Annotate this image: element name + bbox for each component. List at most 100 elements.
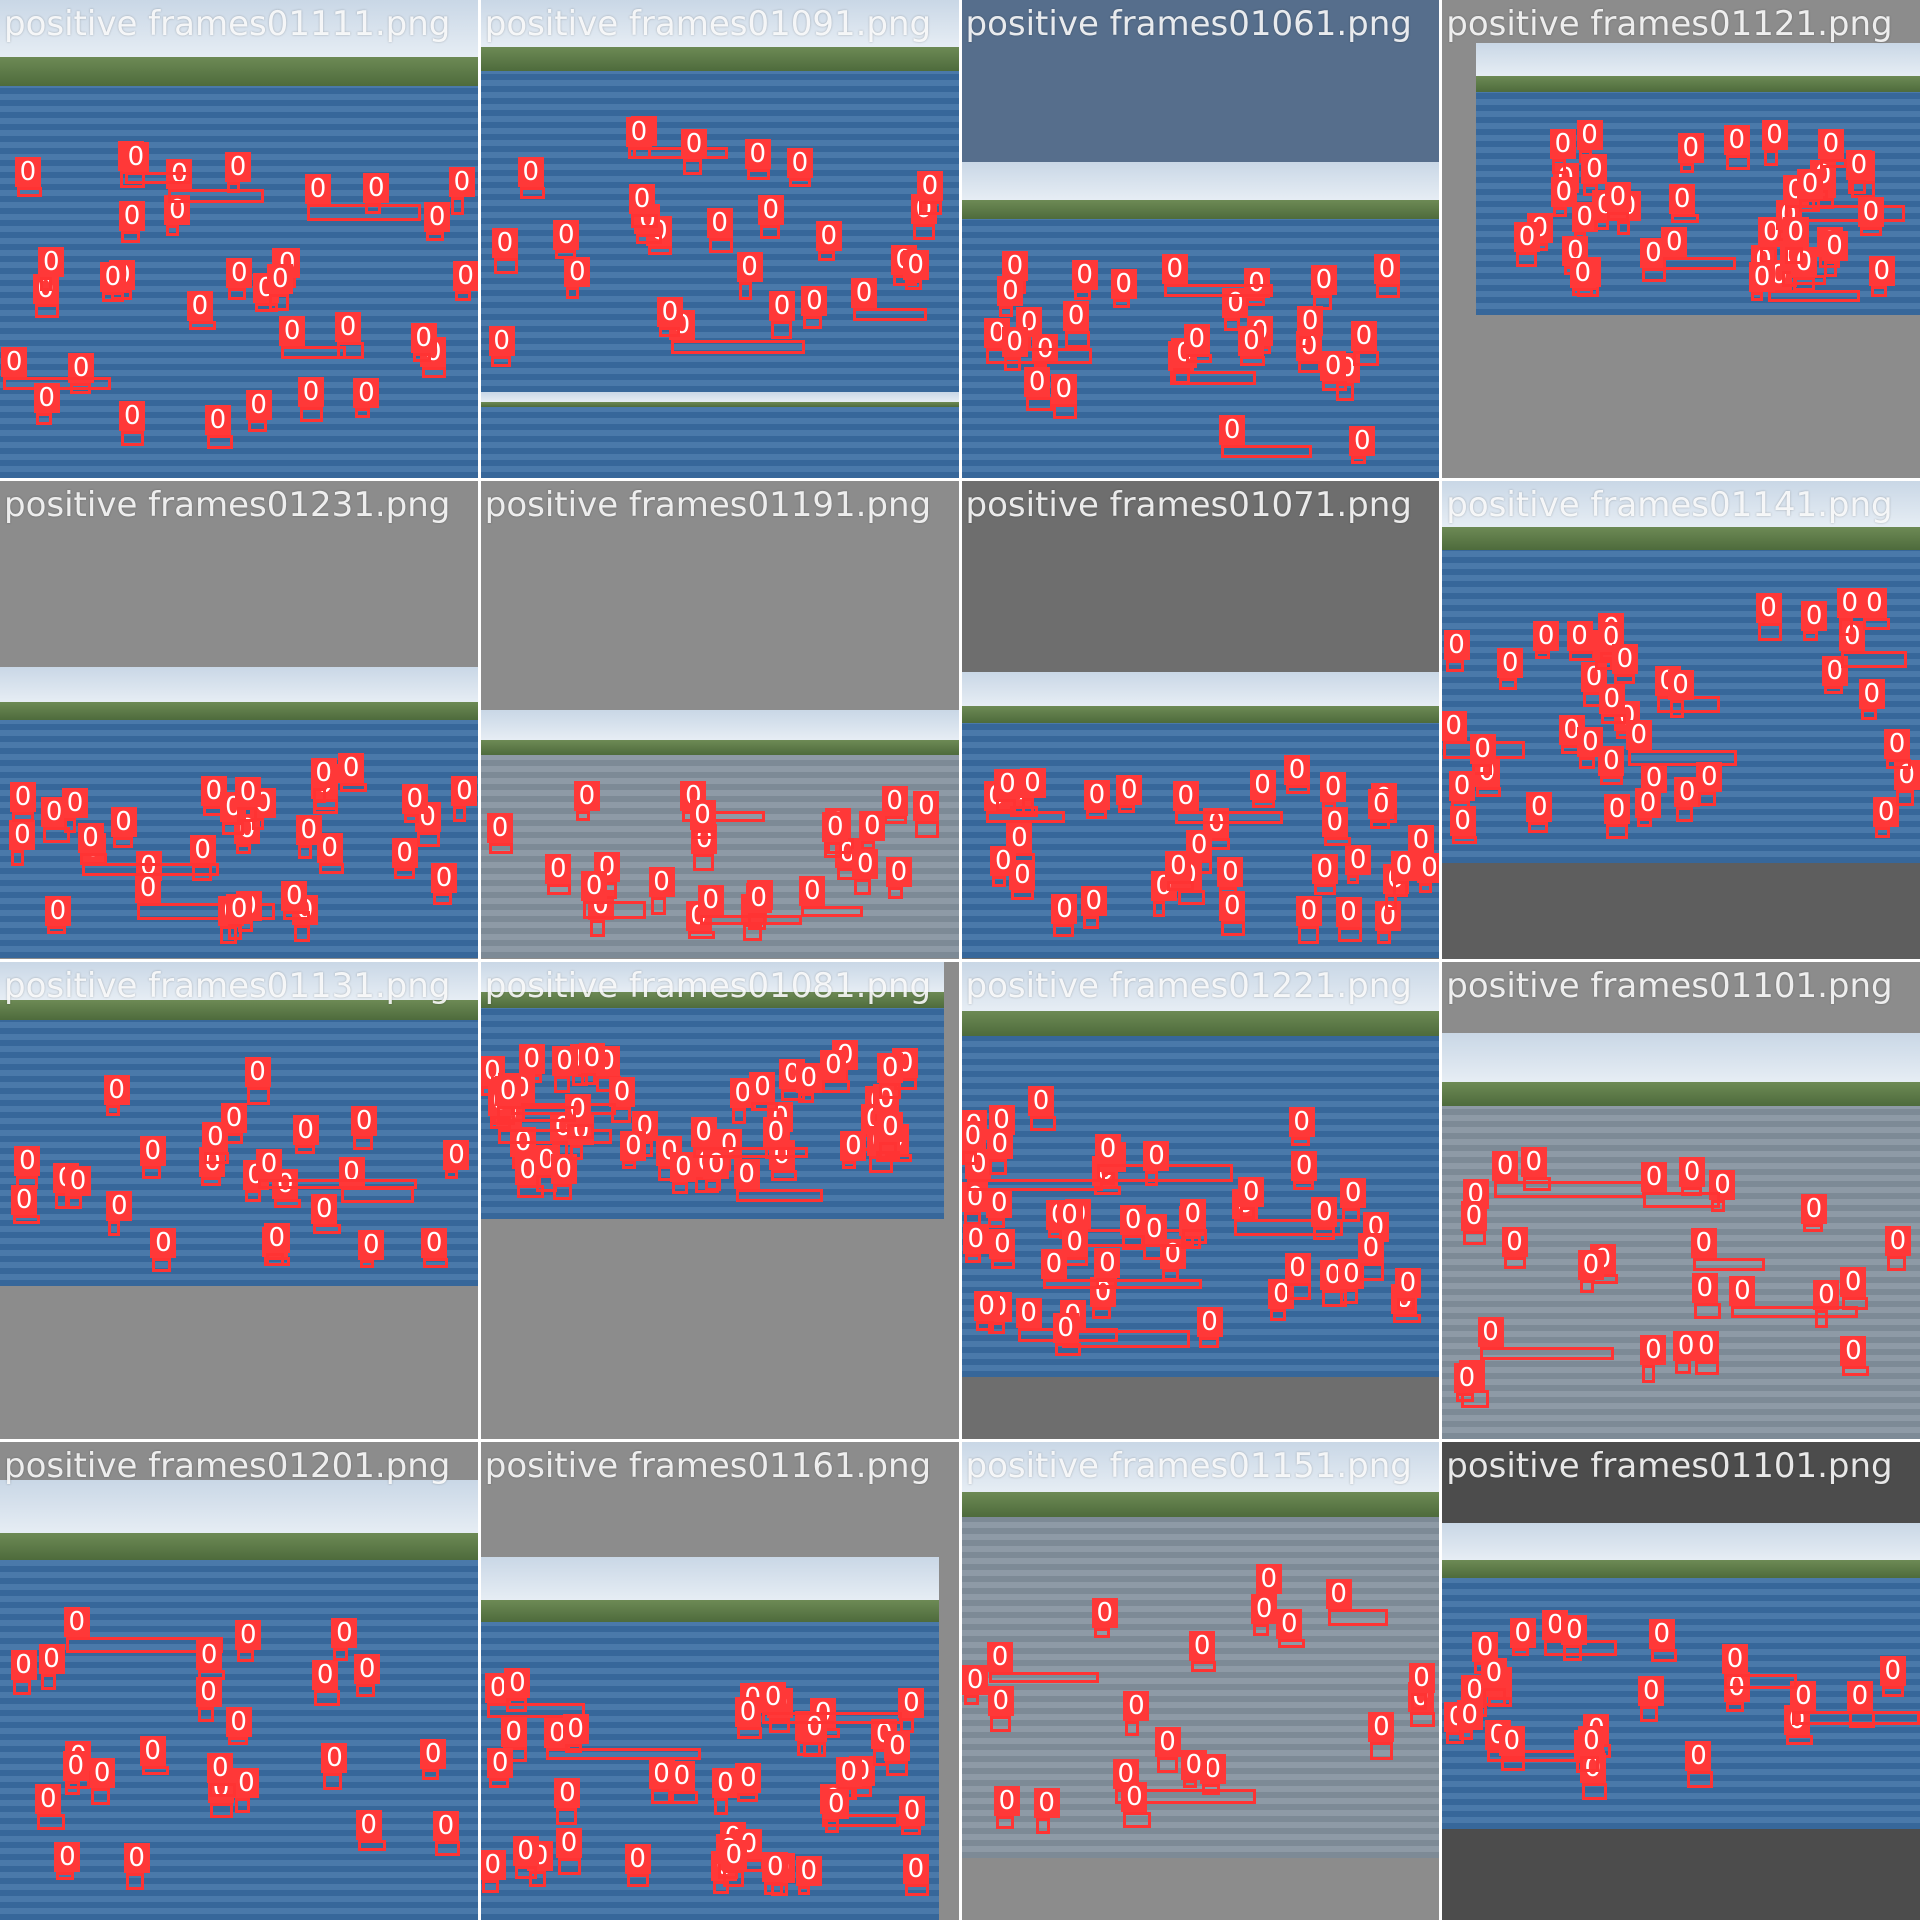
detection-box: 0	[545, 854, 572, 895]
detection-box: 0	[1839, 621, 1908, 669]
detection-box: 0	[1661, 227, 1737, 270]
detection-box: 0	[1171, 337, 1198, 384]
class-label: 0	[1001, 326, 1028, 357]
detection-box: 0	[451, 775, 478, 822]
class-label: 0	[267, 264, 294, 295]
class-label: 0	[962, 1665, 989, 1696]
detection-box: 0	[1311, 854, 1338, 895]
detection-box: 0	[1338, 1259, 1365, 1305]
detection-box: 0	[1161, 253, 1274, 298]
class-label: 0	[562, 1714, 589, 1745]
detection-box: 0	[1604, 182, 1631, 222]
detection-box: 0	[186, 290, 217, 331]
class-label: 0	[1879, 1655, 1906, 1686]
class-label: 0	[312, 1659, 339, 1690]
detection-box: 0	[553, 220, 580, 259]
detection-box: 0	[1861, 588, 1891, 631]
class-label: 0	[822, 811, 849, 842]
class-label: 0	[877, 1052, 904, 1083]
detection-box: 0	[316, 832, 345, 874]
class-label: 0	[89, 1758, 116, 1789]
class-label: 0	[1729, 1276, 1756, 1307]
detection-box: 0	[150, 1228, 177, 1272]
detection-box: 0	[1251, 1594, 1278, 1636]
class-label: 0	[1677, 132, 1704, 163]
detection-box: 0	[1674, 777, 1701, 822]
detection-box: 0	[335, 311, 364, 359]
class-label: 0	[1460, 1201, 1487, 1232]
detection-box: 0	[795, 1855, 822, 1896]
class-label: 0	[1196, 1306, 1223, 1337]
class-label: 0	[195, 1676, 222, 1707]
class-label: 0	[1080, 885, 1107, 916]
class-label: 0	[1638, 1676, 1665, 1707]
detection-box: 0	[961, 1121, 986, 1166]
detection-box: 0	[1165, 850, 1194, 892]
detection-box: 0	[1453, 1363, 1480, 1403]
class-label: 0	[207, 1753, 234, 1784]
class-label: 0	[1598, 745, 1625, 776]
class-label: 0	[1335, 897, 1362, 928]
detection-box: 0	[517, 156, 545, 199]
detection-box: 0	[1321, 807, 1351, 846]
detection-box: 0	[89, 1758, 116, 1805]
detection-box: 0	[32, 273, 60, 319]
detection-box: 0	[1345, 844, 1372, 885]
class-label: 0	[14, 157, 41, 188]
class-label: 0	[762, 1116, 789, 1147]
class-label: 0	[1180, 1749, 1207, 1780]
class-label: 0	[1238, 325, 1265, 356]
detection-box: 0	[1723, 125, 1750, 171]
class-label: 0	[1858, 679, 1885, 709]
detection-box: 0	[1577, 726, 1604, 769]
detection-box: 0	[1091, 1597, 1118, 1639]
detection-box: 0	[99, 262, 126, 302]
detection-box: 0	[1116, 774, 1143, 813]
class-label: 0	[363, 172, 390, 203]
detection-box: 0	[122, 142, 192, 184]
detection-box: 0	[1374, 901, 1401, 945]
class-label: 0	[1219, 891, 1246, 922]
detection-box: 0	[840, 1131, 867, 1170]
detection-box: 0	[256, 1149, 418, 1190]
detection-box: 0	[1784, 1705, 1814, 1746]
class-label: 0	[292, 1114, 319, 1145]
detection-box: 0	[292, 1114, 319, 1154]
class-label: 0	[1019, 768, 1046, 799]
class-label: 0	[54, 1841, 81, 1872]
class-label: 0	[1123, 1690, 1150, 1721]
detection-box: 0	[1172, 781, 1283, 825]
detection-box: 0	[432, 1811, 460, 1856]
detection-box: 0	[139, 1736, 170, 1775]
class-label: 0	[1189, 1630, 1216, 1661]
class-label: 0	[103, 1074, 130, 1105]
tile-caption: positive frames01121.png	[1446, 4, 1893, 44]
detection-box: 0	[1761, 119, 1788, 166]
class-label: 0	[851, 278, 878, 309]
detection-box: 0	[220, 791, 247, 836]
detection-box: 0	[1040, 1248, 1202, 1289]
detection-box: 0	[233, 1767, 260, 1814]
detection-box: 0	[363, 172, 390, 214]
detection-box: 0	[1729, 1276, 1858, 1318]
detection-box: 0	[1669, 183, 1699, 223]
detection-box: 0	[225, 151, 252, 193]
detection-box: 0	[504, 1667, 531, 1713]
class-label: 0	[44, 895, 71, 926]
class-label: 0	[63, 1606, 90, 1637]
mosaic-tile: 00000000000000000000000000000000positive…	[0, 480, 478, 959]
detection-box: 0	[1579, 1753, 1608, 1800]
class-label: 0	[1165, 850, 1192, 881]
class-label: 0	[1320, 772, 1347, 803]
class-label: 0	[1063, 301, 1090, 332]
detection-box: 0	[916, 171, 943, 215]
class-label: 0	[1857, 196, 1884, 227]
class-label: 0	[1472, 1631, 1499, 1662]
class-label: 0	[1374, 254, 1401, 284]
detection-box: 0	[1121, 1782, 1152, 1829]
detection-box: 0	[799, 875, 863, 918]
detection-box: 0	[195, 1676, 222, 1722]
detection-box: 0	[512, 1835, 539, 1879]
class-label: 0	[1569, 258, 1596, 289]
